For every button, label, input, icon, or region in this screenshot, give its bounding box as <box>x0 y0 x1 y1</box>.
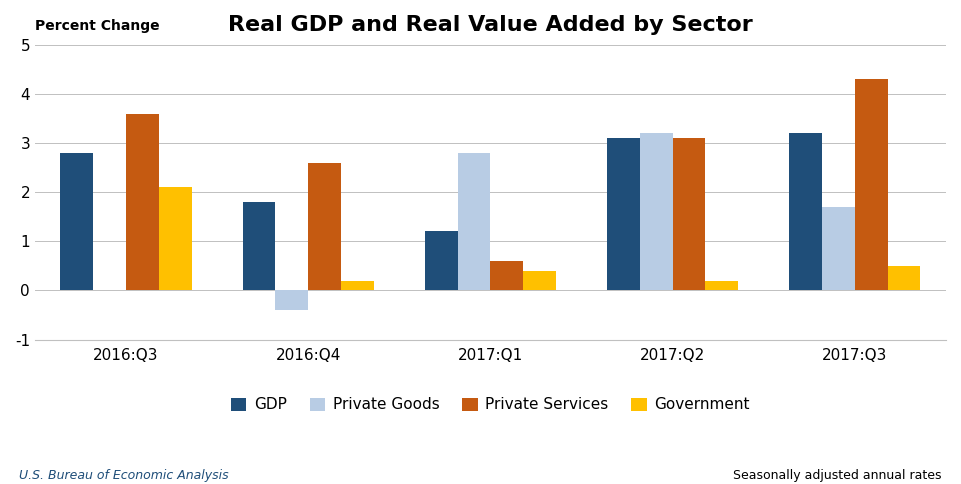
Bar <box>789 133 822 290</box>
Text: Percent Change: Percent Change <box>35 19 160 33</box>
Bar <box>308 163 341 290</box>
Bar <box>705 281 738 290</box>
Bar <box>855 79 888 290</box>
Bar <box>524 271 556 290</box>
Bar <box>490 261 524 290</box>
Text: Seasonally adjusted annual rates: Seasonally adjusted annual rates <box>733 469 942 482</box>
Bar <box>341 281 374 290</box>
Bar <box>457 153 490 290</box>
Text: U.S. Bureau of Economic Analysis: U.S. Bureau of Economic Analysis <box>19 469 229 482</box>
Bar <box>243 202 276 290</box>
Bar <box>425 231 457 290</box>
Bar <box>159 187 191 290</box>
Bar <box>888 266 921 290</box>
Title: Real GDP and Real Value Added by Sector: Real GDP and Real Value Added by Sector <box>228 15 752 35</box>
Bar <box>607 138 640 290</box>
Legend: GDP, Private Goods, Private Services, Government: GDP, Private Goods, Private Services, Go… <box>225 392 756 419</box>
Bar <box>673 138 705 290</box>
Bar <box>640 133 673 290</box>
Bar <box>126 114 159 290</box>
Bar <box>61 153 93 290</box>
Bar <box>276 290 308 310</box>
Bar <box>822 207 855 290</box>
